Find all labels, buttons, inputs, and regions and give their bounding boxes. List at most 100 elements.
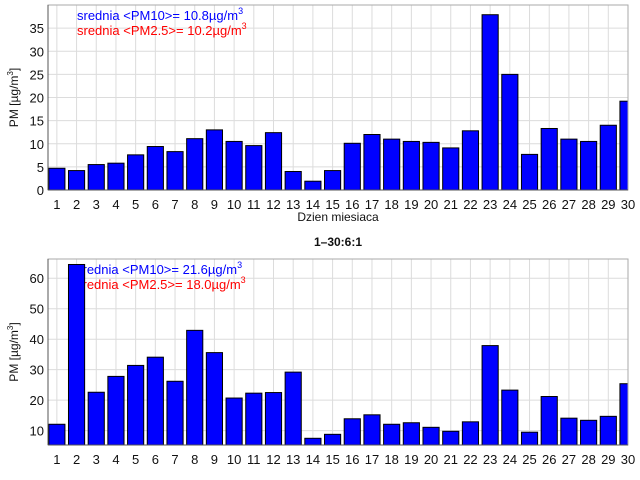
bar-day-8: [186, 138, 204, 190]
bar-day-16: [343, 418, 361, 445]
bar-day-29: [599, 124, 617, 190]
x-tick-label: 15: [325, 452, 339, 467]
x-tick-label: 19: [404, 452, 418, 467]
x-tick-label: 18: [384, 197, 398, 212]
x-tick-label: 2: [73, 452, 80, 467]
bar-day-11: [245, 145, 263, 190]
x-tick-label: 27: [562, 197, 576, 212]
bar-day-16: [343, 142, 361, 190]
x-tick-label: 8: [191, 452, 198, 467]
x-tick-label: 6: [152, 452, 159, 467]
bar-day-14: [304, 180, 322, 190]
y-tick-label: 15: [30, 114, 44, 129]
bar-day-20: [422, 426, 440, 445]
bar-day-15: [324, 433, 342, 445]
x-tick-label: 18: [384, 452, 398, 467]
bar-day-2: [67, 170, 86, 190]
x-tick-label: 22: [463, 452, 477, 467]
bar-day-23: [481, 14, 499, 190]
x-tick-label: 10: [227, 452, 241, 467]
x-tick-label: 25: [522, 452, 536, 467]
bar-day-18: [383, 138, 401, 190]
bar-day-7: [166, 151, 184, 190]
bar-day-13: [284, 371, 302, 445]
x-tick-label: 1: [53, 452, 60, 467]
bar-day-10: [225, 397, 243, 445]
y-tick-label: 25: [30, 67, 44, 82]
y-axis-label: PM [µg/m3]: [6, 322, 21, 381]
x-tick-label: 7: [171, 452, 178, 467]
plot-area: [48, 259, 628, 445]
bar-day-24: [501, 73, 519, 190]
x-tick-label: 17: [365, 197, 379, 212]
bar-day-21: [442, 147, 460, 190]
x-tick-label: 3: [93, 452, 100, 467]
x-tick-label: 19: [404, 197, 418, 212]
mean-annotation: srednia <PM2.5>= 10.2µg/m3: [77, 21, 247, 38]
x-tick-label: 11: [247, 452, 261, 467]
bar-day-22: [461, 130, 480, 190]
bar-day-27: [560, 417, 578, 445]
bar-day-19: [402, 422, 420, 445]
bar-day-12: [264, 132, 283, 190]
bar-day-6: [146, 356, 164, 445]
mean-annotation: srednia <PM2.5>= 18.0µg/m3: [76, 275, 246, 292]
x-tick-label: 12: [266, 452, 280, 467]
y-tick-label: 20: [30, 91, 44, 106]
bar-day-7: [166, 380, 184, 445]
bar-day-1: [48, 167, 66, 190]
x-tick-label: 26: [542, 197, 556, 212]
x-tick-label: 20: [424, 452, 438, 467]
y-tick-label: 60: [30, 271, 44, 286]
x-tick-label: 12: [266, 197, 280, 212]
bar-day-23: [481, 345, 499, 445]
y-axis-label-end: ]: [7, 68, 21, 71]
y-axis-label-end: ]: [7, 322, 21, 325]
y-axis-label-superscript: 3: [6, 325, 15, 330]
bar-day-8: [186, 329, 204, 445]
bar-day-26: [540, 127, 558, 190]
y-axis-label-superscript: 3: [6, 71, 15, 76]
x-tick-label: 27: [562, 452, 576, 467]
y-tick-label: 10: [30, 137, 44, 152]
bar-day-14: [304, 437, 322, 445]
bar-day-10: [225, 140, 243, 190]
x-tick-label: 28: [581, 452, 595, 467]
x-tick-label: 13: [286, 197, 300, 212]
y-tick-label: 35: [30, 21, 44, 36]
bar-day-3: [87, 391, 105, 445]
y-tick-label: 40: [30, 332, 44, 347]
bar-day-4: [107, 162, 125, 190]
bar-day-21: [442, 430, 460, 445]
bar-day-28: [580, 419, 598, 445]
y-tick-label: 20: [30, 393, 44, 408]
y-tick-label: 50: [30, 302, 44, 317]
y-tick-label: 30: [30, 363, 44, 378]
bar-day-28: [580, 140, 598, 190]
bar-day-5: [127, 154, 145, 190]
annotation-superscript: 3: [237, 260, 242, 270]
x-tick-label: 15: [325, 197, 339, 212]
x-tick-label: 20: [424, 197, 438, 212]
bar-day-29: [599, 415, 617, 445]
x-tick-label: 11: [247, 197, 261, 212]
x-tick-label: 16: [345, 452, 359, 467]
annotation-text: srednia <PM2.5>= 10.2µg/m: [77, 23, 242, 38]
x-tick-label: 4: [112, 452, 119, 467]
x-tick-label: 30: [621, 452, 635, 467]
x-tick-label: 21: [444, 197, 458, 212]
x-tick-label: 21: [444, 452, 458, 467]
x-tick-label: 14: [306, 197, 320, 212]
x-tick-label: 29: [601, 452, 615, 467]
x-tick-label: 16: [345, 197, 359, 212]
bar-day-17: [363, 134, 381, 190]
bar-day-20: [422, 141, 440, 190]
x-tick-label: 5: [132, 197, 139, 212]
x-tick-label: 14: [306, 452, 320, 467]
x-tick-label: 7: [171, 197, 178, 212]
y-axis-label-text: PM [µg/m: [7, 330, 21, 382]
y-tick-label: 10: [30, 424, 44, 439]
x-tick-label: 29: [601, 197, 615, 212]
